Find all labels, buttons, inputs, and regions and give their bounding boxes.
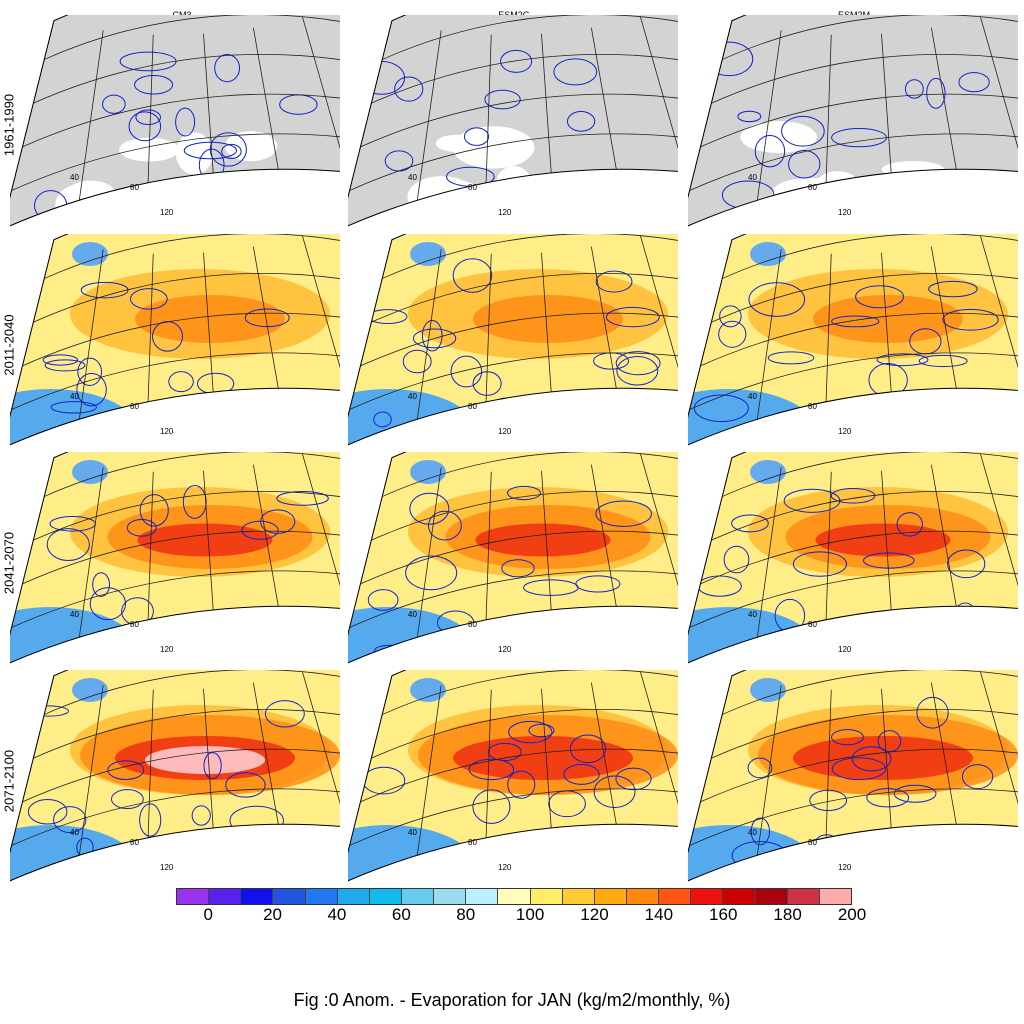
contour-label: 120 (160, 208, 174, 217)
colorbar-tick-label: 120 (580, 905, 609, 924)
map-panel-esm2m-1961-1990: 40 80 120 (688, 15, 1018, 230)
map-panel-esm2g-2011-2040: 40 80 120 (348, 234, 678, 449)
contour-label: 80 (468, 183, 477, 192)
contour-label: 80 (130, 402, 139, 411)
colorbar-swatch (241, 889, 274, 904)
colorbar-swatch (401, 889, 435, 904)
contour-label: 80 (468, 620, 477, 629)
map-svg: 40 80 120 (10, 452, 340, 667)
colorbar-swatch (659, 889, 692, 904)
contour-label: 80 (808, 402, 817, 411)
map-panel-cm3-2011-2040: 40 80 120 (10, 234, 340, 449)
contour-label: 40 (748, 173, 757, 182)
colorbar-swatch (594, 889, 627, 904)
colorbar-swatch (787, 889, 820, 904)
colorbar-swatch (209, 889, 242, 904)
map-svg: 40 80 120 (688, 234, 1018, 449)
colorbar-tick-label: 60 (391, 905, 411, 924)
contour-label: 40 (408, 828, 417, 837)
map-svg: 40 80 120 (688, 15, 1018, 230)
contour-label: 40 (748, 392, 757, 401)
colorbar-swatch (530, 889, 563, 904)
map-svg: 40 80 120 (10, 234, 340, 449)
contour-label: 120 (160, 427, 174, 436)
contour-label: 120 (160, 863, 174, 872)
colorbar-swatch (562, 889, 595, 904)
map-panel-esm2g-2041-2070: 40 80 120 (348, 452, 678, 667)
colorbar-tick-label: 80 (456, 905, 476, 924)
contour-label: 40 (70, 828, 79, 837)
contour-label: 40 (748, 828, 757, 837)
colorbar-swatch (691, 889, 724, 904)
contour-label: 120 (498, 427, 512, 436)
figure-caption: Fig :0 Anom. - Evaporation for JAN (kg/m… (293, 990, 731, 1010)
map-svg: 40 80 120 (10, 15, 340, 230)
contour-label: 80 (808, 183, 817, 192)
map-svg: 40 80 120 (348, 234, 678, 449)
map-svg: 40 80 120 (10, 670, 340, 885)
contour-label: 40 (748, 610, 757, 619)
contour-label: 40 (70, 173, 79, 182)
contour-label: 80 (468, 838, 477, 847)
contour-label: 80 (130, 620, 139, 629)
map-panel-esm2m-2011-2040: 40 80 120 (688, 234, 1018, 449)
contour-label: 40 (70, 392, 79, 401)
contour-label: 120 (838, 863, 852, 872)
colorbar-swatch (723, 889, 756, 904)
colorbar-swatch (434, 889, 467, 904)
colorbar (176, 888, 852, 905)
colorbar-swatch (466, 889, 499, 904)
contour-label: 40 (408, 173, 417, 182)
map-panel-esm2m-2041-2070: 40 80 120 (688, 452, 1018, 667)
colorbar-tick-label: 100 (515, 905, 545, 924)
contour-label: 40 (70, 610, 79, 619)
colorbar-swatch (626, 889, 660, 904)
colorbar-tick-label: 140 (644, 905, 674, 924)
map-svg: 40 80 120 (688, 452, 1018, 667)
contour-label: 80 (130, 183, 139, 192)
colorbar-swatch (305, 889, 338, 904)
map-panel-esm2g-1961-1990: 40 80 120 (348, 15, 678, 230)
contour-label: 120 (498, 863, 512, 872)
colorbar-tick-label: 180 (773, 905, 802, 924)
map-panel-cm3-2071-2100: 40 80 120 (10, 670, 340, 885)
colorbar-swatch (337, 889, 370, 904)
map-svg: 40 80 120 (348, 15, 678, 230)
colorbar-tick-label: 200 (837, 905, 867, 924)
contour-label: 120 (498, 208, 512, 217)
map-panel-cm3-2041-2070: 40 80 120 (10, 452, 340, 667)
contour-label: 40 (408, 392, 417, 401)
contour-label: 120 (838, 645, 852, 654)
colorbar-swatch (177, 889, 210, 904)
contour-label: 120 (838, 208, 852, 217)
contour-label: 80 (808, 838, 817, 847)
map-panel-esm2m-2071-2100: 40 80 120 (688, 670, 1018, 885)
colorbar-tick-label: 160 (709, 905, 738, 924)
map-panel-esm2g-2071-2100: 40 80 120 (348, 670, 678, 885)
map-svg: 40 80 120 (348, 452, 678, 667)
contour-label: 80 (468, 402, 477, 411)
colorbar-swatch (819, 889, 851, 904)
colorbar-swatch (273, 889, 306, 904)
map-svg: 40 80 120 (348, 670, 678, 885)
contour-label: 80 (130, 838, 139, 847)
colorbar-swatch (755, 889, 788, 904)
contour-label: 120 (160, 645, 174, 654)
contour-label: 80 (808, 620, 817, 629)
colorbar-tick-label: 20 (263, 905, 283, 924)
colorbar-swatch (498, 889, 531, 904)
contour-label: 40 (408, 610, 417, 619)
contour-label: 120 (838, 427, 852, 436)
colorbar-tick-label: 0 (203, 905, 213, 924)
map-panel-cm3-1961-1990: 40 80 120 (10, 15, 340, 230)
map-svg: 40 80 120 (688, 670, 1018, 885)
colorbar-tick-label: 40 (327, 905, 347, 924)
colorbar-swatch (369, 889, 402, 904)
contour-label: 120 (498, 645, 512, 654)
